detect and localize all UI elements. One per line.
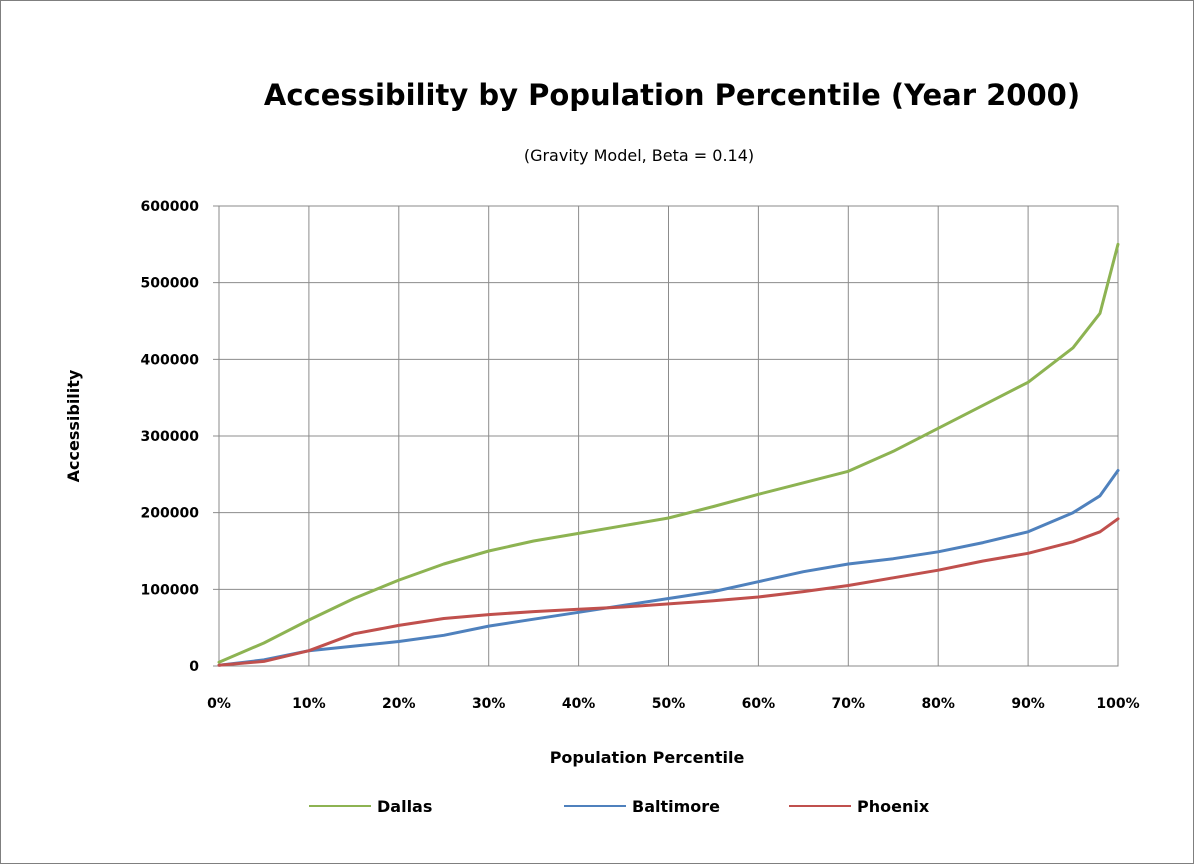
y-axis-title: Accessibility: [64, 369, 83, 482]
x-tick-label: 50%: [652, 696, 686, 712]
y-tick-label: 600000: [141, 199, 200, 215]
x-tick-label: 30%: [472, 696, 506, 712]
x-tick-label: 0%: [207, 696, 231, 712]
x-tick-label: 100%: [1096, 696, 1139, 712]
legend-label-dallas: Dallas: [377, 797, 432, 816]
x-tick-label: 10%: [292, 696, 326, 712]
legend-label-phoenix: Phoenix: [857, 797, 930, 816]
x-tick-label: 20%: [382, 696, 416, 712]
x-tick-label: 70%: [832, 696, 866, 712]
x-tick-label: 40%: [562, 696, 596, 712]
y-tick-label: 500000: [141, 276, 200, 292]
x-tick-label: 80%: [921, 696, 955, 712]
chart-subtitle: (Gravity Model, Beta = 0.14): [524, 146, 754, 165]
x-tick-label: 90%: [1011, 696, 1045, 712]
series-line-baltimore: [217, 469, 1120, 667]
y-tick-label: 200000: [141, 506, 200, 522]
tick-labels: 0% 10% 20% 30% 40% 50% 60% 70% 80% 90% 100% 0 100000…: [141, 199, 1140, 712]
y-tick-label: 400000: [141, 352, 200, 368]
series-line-dallas: [217, 242, 1120, 664]
legend: Dallas Baltimore Phoenix: [309, 797, 930, 816]
grid: [213, 205, 1119, 667]
x-tick-label: 60%: [742, 696, 776, 712]
x-axis-title: Population Percentile: [550, 748, 745, 767]
y-tick-label: 300000: [141, 429, 200, 445]
plot-area-border: [218, 205, 1119, 667]
y-tick-label: 0: [189, 659, 199, 675]
y-tick-label: 100000: [141, 582, 200, 598]
chart-title: Accessibility by Population Percentile (…: [264, 78, 1080, 112]
series-layer: [217, 242, 1120, 667]
legend-label-baltimore: Baltimore: [632, 797, 720, 816]
series-line-phoenix: [217, 517, 1120, 667]
